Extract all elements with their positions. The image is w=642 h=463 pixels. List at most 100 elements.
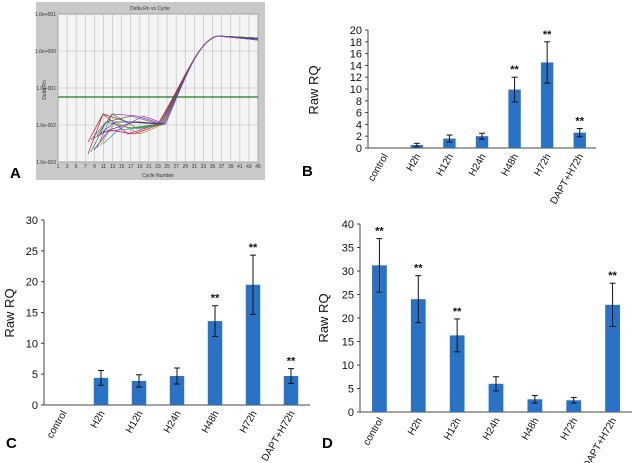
bar-dapt-h72h	[283, 376, 299, 405]
category-label: H2h	[405, 152, 424, 173]
y-tick-label: 14	[350, 60, 362, 72]
significance-marker: **	[287, 356, 296, 368]
y-axis-label: Raw RQ	[2, 288, 17, 337]
category-label: control	[45, 409, 70, 440]
bar-h12h	[131, 380, 147, 405]
amp-x-tick-label: 45	[255, 164, 261, 170]
y-tick-label: 5	[348, 384, 354, 396]
chart-c: 0 5 10 15 20 25 30 Raw RQ control H2h H12h H24h ** H4…	[2, 215, 310, 463]
significance-marker: **	[453, 306, 462, 318]
y-tick-label: 10	[26, 338, 38, 350]
bar-h48h	[527, 399, 543, 412]
category-label: H72h	[559, 416, 580, 442]
category-label: H48h	[500, 152, 521, 178]
amp-curves	[87, 35, 259, 155]
bar-h12h	[449, 335, 465, 412]
amp-y-tick-label: 1.0e+001	[35, 12, 56, 18]
category-label: H2h	[89, 409, 108, 430]
amp-x-tick-label: 3	[66, 164, 69, 170]
bar-h2h	[410, 299, 426, 412]
y-tick-label: 12	[350, 72, 362, 84]
significance-marker: **	[543, 29, 552, 41]
amp-x-ticks: 1 3 5 7 9 11 13 15 17 19 21 23 25 27 29 31 33 35 37 39 41 43 4…	[57, 164, 261, 170]
category-label: H48h	[520, 416, 541, 442]
panel-a-amplification-plot: Delta Rn vs Cycle 1.0e+001 1.0e+000 1.0e-0…	[35, 2, 265, 180]
bar-h24h	[488, 383, 504, 412]
bar-control	[372, 265, 387, 412]
category-label: control	[366, 152, 391, 183]
significance-marker: **	[608, 270, 617, 282]
category-label: H12h	[124, 409, 145, 435]
bar-h48h	[207, 321, 223, 405]
y-tick-label: 10	[342, 360, 354, 372]
significance-marker: **	[249, 242, 258, 254]
y-tick-label: 20	[342, 313, 354, 325]
significance-marker: **	[375, 226, 384, 238]
amp-x-tick-label: 11	[101, 164, 106, 170]
y-tick-label: 4	[356, 119, 362, 131]
amp-x-tick-label: 33	[201, 164, 207, 170]
amp-x-tick-label: 39	[228, 164, 234, 170]
y-tick-label: 5	[32, 369, 38, 381]
significance-marker: **	[575, 116, 584, 128]
amp-y-tick-label: 1.0e-003	[36, 160, 56, 166]
category-label: H12h	[435, 152, 456, 178]
amp-x-tick-label: 15	[119, 164, 125, 170]
bar-h72h	[566, 400, 582, 412]
amp-x-tick-label: 27	[173, 164, 179, 170]
amp-x-tick-label: 13	[110, 164, 116, 170]
y-tick-label: 40	[342, 219, 354, 231]
y-tick-label: 0	[348, 407, 354, 419]
amp-x-tick-label: 29	[182, 164, 188, 170]
y-tick-label: 30	[342, 266, 354, 278]
category-label: H24h	[481, 416, 502, 442]
amp-x-tick-label: 9	[93, 164, 96, 170]
category-label: control	[361, 416, 386, 447]
amp-x-tick-label: 41	[237, 164, 243, 170]
amp-x-tick-label: 23	[155, 164, 161, 170]
y-tick-label: 0	[356, 143, 362, 155]
significance-marker: **	[211, 293, 220, 305]
amp-x-tick-label: 19	[137, 164, 143, 170]
amp-y-tick-label: 1.0e+000	[35, 49, 56, 55]
bar-h72h	[245, 284, 261, 405]
amp-curve	[102, 35, 259, 133]
category-label: H72h	[532, 152, 553, 178]
amp-x-tick-label: 43	[246, 164, 252, 170]
y-axis-label: Raw RQ	[316, 293, 331, 342]
panel-label-a: A	[10, 165, 21, 182]
bar-dapt-h72h	[573, 132, 586, 148]
amp-x-tick-label: 17	[128, 164, 134, 170]
category-label: DAPT+H72h	[260, 409, 298, 463]
y-tick-label: 16	[350, 49, 362, 61]
panel-label-d: D	[322, 435, 333, 452]
significance-marker: **	[510, 64, 519, 76]
category-label: DAPT+H72h	[549, 152, 587, 206]
y-tick-label: 15	[26, 308, 38, 320]
amp-x-tick-label: 37	[219, 164, 225, 170]
bar-h24h	[169, 376, 185, 405]
category-label: H48h	[200, 409, 221, 435]
category-label: H2h	[406, 416, 425, 437]
amp-grid	[57, 13, 259, 163]
y-tick-label: 35	[342, 243, 354, 255]
amp-y-tick-label: 1.0e-002	[36, 123, 56, 129]
category-label: H24h	[467, 152, 488, 178]
y-tick-label: 25	[26, 246, 38, 258]
y-tick-label: 15	[342, 337, 354, 349]
y-tick-label: 25	[342, 290, 354, 302]
bar-h48h	[508, 89, 521, 148]
y-tick-label: 0	[32, 400, 38, 412]
bar-h2h	[93, 377, 109, 405]
y-tick-label: 6	[356, 108, 362, 120]
amp-x-tick-label: 25	[164, 164, 170, 170]
bar-h24h	[475, 136, 489, 148]
panel-label-b: B	[302, 163, 313, 180]
y-tick-label: 20	[350, 25, 362, 37]
significance-marker: **	[414, 263, 423, 275]
amp-y-tick-label: 1.0e-001	[36, 86, 56, 92]
category-label: H12h	[442, 416, 463, 442]
amp-x-tick-label: 7	[84, 164, 87, 170]
